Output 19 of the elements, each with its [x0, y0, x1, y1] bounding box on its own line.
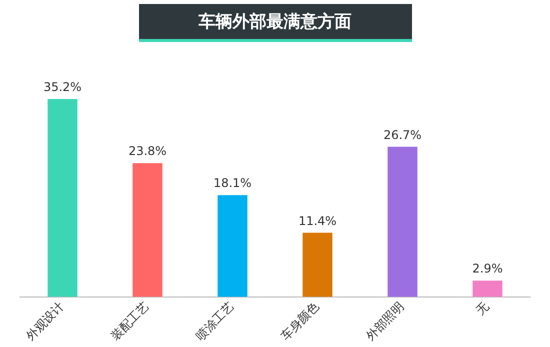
data-label: 23.8% [128, 144, 167, 158]
x-tick-label: 无 [473, 299, 492, 318]
x-tick-label: 外部照明 [362, 299, 407, 344]
x-tick-label: 装配工艺 [108, 299, 152, 344]
data-label: 18.1% [213, 176, 252, 190]
bar [132, 163, 162, 297]
data-label: 26.7% [383, 128, 422, 142]
bar [302, 232, 332, 297]
bar [388, 146, 418, 297]
bar [218, 195, 248, 297]
x-tick-label: 车身颜色 [278, 299, 322, 344]
data-label: 35.2% [43, 80, 82, 94]
data-label: 11.4% [298, 214, 337, 228]
bar [472, 280, 502, 297]
bar [48, 98, 78, 297]
x-tick-label: 喷涂工艺 [192, 299, 237, 344]
chart-title: 车辆外部最满意方面 [138, 4, 412, 42]
x-tick-label: 外观设计 [22, 299, 67, 344]
data-label: 2.9% [472, 262, 503, 276]
